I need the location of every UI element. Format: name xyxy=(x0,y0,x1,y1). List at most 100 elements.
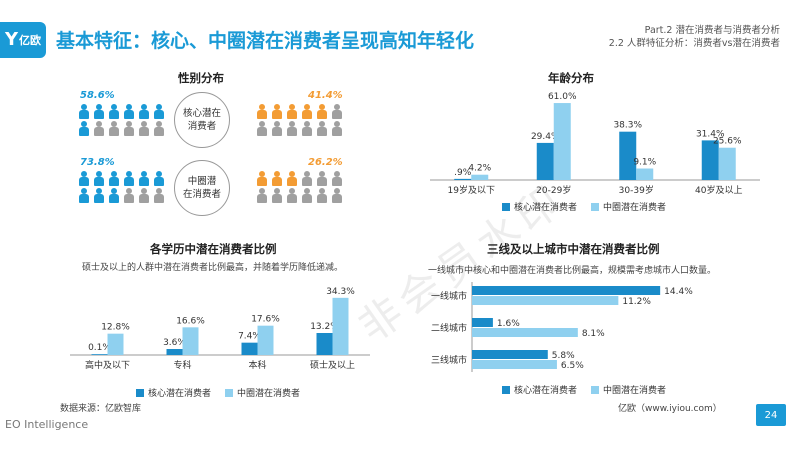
data-label: 25.6% xyxy=(713,137,742,147)
bar-core xyxy=(316,333,333,355)
brand-footer: EO Intelligence xyxy=(5,418,89,431)
male-person-icon xyxy=(108,121,120,136)
male-person-icon xyxy=(78,104,90,119)
page-title: 基本特征：核心、中圈潜在消费者呈现高知年轻化 xyxy=(56,30,475,52)
male-person-icon xyxy=(153,104,165,119)
bar-core xyxy=(91,354,108,355)
data-label: 8.1% xyxy=(582,329,605,339)
tick-label: 高中及以下 xyxy=(85,359,130,371)
female-person-icon xyxy=(271,104,283,119)
section-label: Part.2 潜在消费者与消费者分析 2.2 人群特征分析：消费者vs潜在消费者 xyxy=(608,25,780,49)
data-label: 38.3% xyxy=(613,121,642,131)
male-person-icon xyxy=(153,171,165,186)
female-person-icon xyxy=(286,171,298,186)
legend-middle-swatch xyxy=(591,385,600,394)
legend-core-swatch xyxy=(502,385,510,394)
male-person-icon xyxy=(138,104,150,119)
middle-male-pct: 73.8% xyxy=(80,157,115,168)
male-person-icon xyxy=(123,171,135,186)
tick-label: 30-39岁 xyxy=(619,184,654,196)
female-person-icon xyxy=(256,188,268,203)
female-person-icon xyxy=(316,121,328,136)
bar-core xyxy=(472,286,661,295)
legend-middle-swatch xyxy=(591,202,600,211)
age-chart: .9%4.2% 19岁及以下 29.4% 61.0% 20-29岁 38.3% 9.1% 30… xyxy=(430,92,760,196)
male-person-icon xyxy=(108,104,120,119)
city-chart: 一线城市 14.4% 11.2% 二线城市 1.6% 8.1% 三线城市 5.8%6.5% xyxy=(431,282,693,372)
data-label: 13.2% xyxy=(310,322,339,332)
city-legend: 核心潜在消费者 中圈潜在消费者 xyxy=(502,383,666,396)
male-person-icon xyxy=(138,188,150,203)
tick-label: 本科 xyxy=(248,359,266,371)
female-person-icon xyxy=(331,171,343,186)
city-note: 一线城市中核心和中圈潜在消费者比例最高，规模需考虑城市人口数量。 xyxy=(428,266,717,276)
female-person-icon xyxy=(286,104,298,119)
female-person-icon xyxy=(331,188,343,203)
female-person-icon xyxy=(286,188,298,203)
male-person-icon xyxy=(153,188,165,203)
legend-middle: 中圈潜在消费者 xyxy=(591,200,666,213)
female-person-icon xyxy=(271,121,283,136)
legend-core: 核心潜在消费者 xyxy=(136,386,211,399)
edu-chart: 0.1% 12.8% 高中及以下 3.6% 16.6% 专科 7.4% 17.6% 本科 13.2… xyxy=(70,287,370,371)
bar-core xyxy=(166,349,183,355)
male-person-icon xyxy=(138,121,150,136)
female-person-icon xyxy=(301,121,313,136)
legend-core-swatch xyxy=(502,202,510,211)
data-label: 29.4% xyxy=(531,132,560,142)
female-person-icon xyxy=(316,104,328,119)
bar-core xyxy=(454,178,472,180)
core-male-icons xyxy=(78,104,168,136)
edu-legend: 核心潜在消费者 中圈潜在消费者 xyxy=(136,386,300,399)
bar-core xyxy=(241,342,258,355)
female-person-icon xyxy=(331,104,343,119)
legend-middle: 中圈潜在消费者 xyxy=(591,383,666,396)
site-link[interactable]: 亿欧（www.iyiou.com） xyxy=(618,404,722,414)
female-person-icon xyxy=(301,188,313,203)
logo-icon: Y xyxy=(4,29,19,50)
bar-middle xyxy=(472,328,578,337)
male-person-icon xyxy=(123,104,135,119)
data-label: 5.8% xyxy=(552,351,575,361)
middle-female-pct: 26.2% xyxy=(308,157,343,168)
male-person-icon xyxy=(123,188,135,203)
data-label: 34.3% xyxy=(326,287,355,297)
data-label: 31.4% xyxy=(696,129,725,139)
legend-middle: 中圈潜在消费者 xyxy=(225,386,300,399)
bar-middle xyxy=(718,147,736,180)
data-label: .9% xyxy=(454,168,472,178)
tick-label: 40岁及以上 xyxy=(695,184,742,196)
tick-label: 二线城市 xyxy=(431,322,467,334)
female-person-icon xyxy=(256,171,268,186)
core-label-circle: 核心潜在 消费者 xyxy=(174,92,230,148)
male-person-icon xyxy=(108,171,120,186)
female-person-icon xyxy=(331,121,343,136)
middle-label-circle: 中圈潜 在消费者 xyxy=(174,160,230,216)
male-person-icon xyxy=(78,121,90,136)
male-person-icon xyxy=(153,121,165,136)
tick-label: 三线城市 xyxy=(431,354,467,366)
bar-middle xyxy=(472,296,619,305)
legend-core: 核心潜在消费者 xyxy=(502,383,577,396)
female-person-icon xyxy=(301,104,313,119)
bar-core xyxy=(536,142,554,180)
data-label: 4.2% xyxy=(468,164,491,174)
age-chart-title: 年龄分布 xyxy=(548,71,594,85)
tick-label: 硕士及以上 xyxy=(310,359,355,371)
male-person-icon xyxy=(93,104,105,119)
middle-female-icons xyxy=(256,171,346,203)
data-label: 61.0% xyxy=(548,92,577,102)
female-person-icon xyxy=(301,171,313,186)
gender-title: 性别分布 xyxy=(178,71,224,85)
male-person-icon xyxy=(93,121,105,136)
core-female-pct: 41.4% xyxy=(308,90,343,101)
bar-middle xyxy=(332,297,349,355)
data-label: 3.6% xyxy=(163,338,186,348)
male-person-icon xyxy=(108,188,120,203)
data-label: 0.1% xyxy=(88,343,111,353)
data-label: 12.8% xyxy=(101,323,130,333)
edu-chart-title: 各学历中潜在消费者比例 xyxy=(150,242,277,256)
data-label: 6.5% xyxy=(561,361,584,371)
male-person-icon xyxy=(78,171,90,186)
female-person-icon xyxy=(256,121,268,136)
